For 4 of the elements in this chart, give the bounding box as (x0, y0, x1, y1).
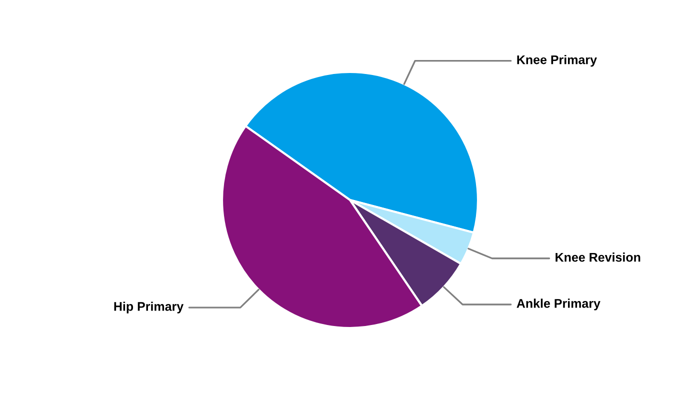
slice-label: Knee Revision (556, 252, 640, 262)
slice-label: Ankle Primary (516, 298, 600, 310)
slice-label: Hip Primary (114, 302, 184, 314)
slice-label: Knee Primary (517, 55, 597, 67)
